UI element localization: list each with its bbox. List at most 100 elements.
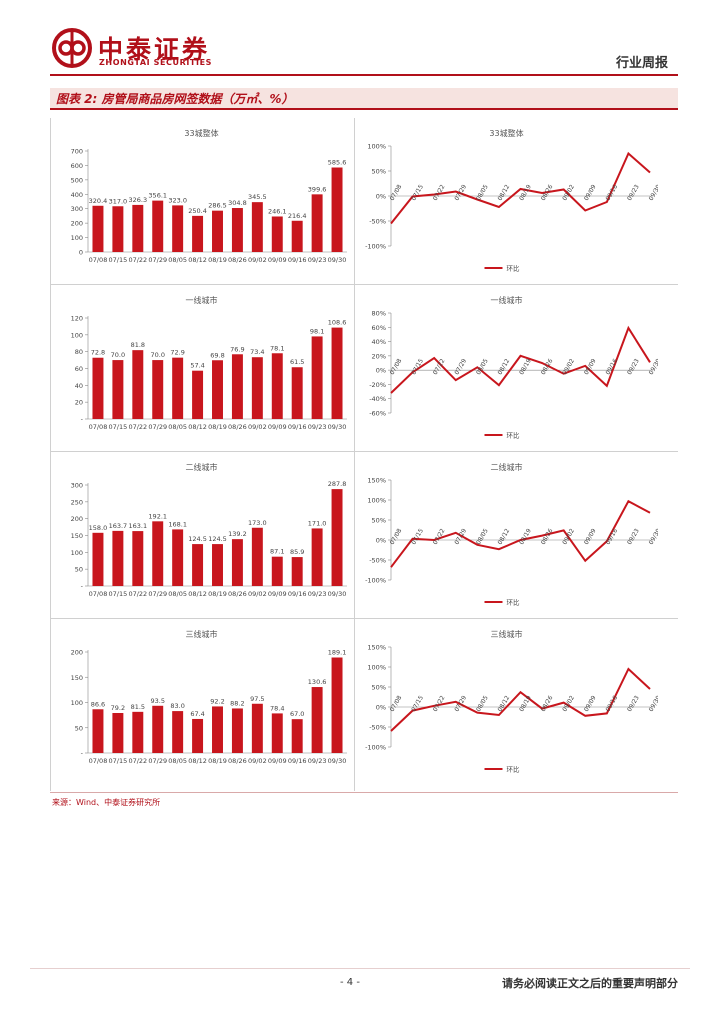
x-tick-label: 07/15: [109, 423, 128, 431]
bar: [271, 713, 283, 753]
y-tick-label: 80: [75, 348, 83, 356]
line-chart-tier1: 一线城市 -60% -40% -20% 0% 20% 40% 60% 80% 07/08 07/15…: [355, 285, 658, 450]
y-tick-label: 100: [71, 699, 83, 707]
y-tick-label: 0%: [376, 367, 386, 375]
data-label: 57.4: [190, 362, 204, 370]
x-tick-label: 09/09: [268, 256, 287, 264]
grid-divider-row-1: [50, 284, 678, 285]
chart-title: 一线城市: [186, 295, 218, 305]
bar: [132, 350, 144, 419]
x-tick-label: 07/15: [109, 590, 128, 598]
x-tick-label: 09/02: [248, 256, 267, 264]
x-tick-label: 07/29: [453, 694, 468, 713]
y-tick-label: 400: [71, 191, 83, 199]
y-tick-label: -20%: [369, 381, 386, 389]
data-label: 108.6: [328, 319, 347, 327]
x-tick-label: 08/05: [168, 423, 187, 431]
y-tick-label: 50: [75, 724, 83, 732]
data-label: 192.1: [148, 512, 167, 520]
grid-divider-left: [50, 118, 51, 791]
chart-title: 一线城市: [491, 295, 523, 305]
data-label: 72.9: [170, 349, 184, 357]
data-label: 78.1: [270, 344, 284, 352]
data-label: 130.6: [308, 678, 327, 686]
data-label: 163.1: [129, 522, 148, 530]
bar: [291, 557, 303, 586]
x-tick-label: 08/26: [540, 527, 555, 546]
bar: [172, 205, 184, 252]
y-tick-label: 50%: [372, 517, 386, 525]
y-tick-label: 150: [71, 674, 83, 682]
y-tick-label: 100%: [367, 143, 386, 151]
bar: [172, 529, 184, 586]
chart-svg: 一线城市 - 20 40 60 80 100 120 72.8 07/08 70.0 07/15 81.…: [71, 295, 347, 431]
x-tick-label: 09/30: [648, 358, 658, 377]
y-tick-label: 150: [71, 532, 83, 540]
x-tick-label: 09/30: [328, 256, 347, 264]
grid-divider-row-2: [50, 451, 678, 452]
line-chart-tier2: 二线城市 -100% -50% 0% 50% 100% 150% 07/08 07/15 07/2…: [355, 452, 658, 617]
x-tick-label: 08/05: [475, 183, 490, 202]
x-tick-label: 09/16: [605, 527, 620, 546]
bar: [311, 528, 323, 586]
y-tick-label: -: [81, 750, 84, 758]
x-tick-label: 09/16: [605, 183, 620, 202]
x-tick-label: 07/15: [410, 183, 425, 202]
source-note: 来源：Wind、中泰证券研究所: [52, 798, 161, 807]
data-label: 124.5: [188, 535, 207, 543]
x-tick-label: 07/22: [432, 358, 447, 377]
data-label: 124.5: [208, 535, 227, 543]
chart-title: 二线城市: [186, 462, 218, 472]
data-label: 70.0: [150, 351, 164, 359]
x-tick-label: 09/09: [268, 757, 287, 765]
x-tick-label: 08/19: [208, 423, 227, 431]
y-tick-label: 150%: [367, 477, 386, 485]
x-tick-label: 08/05: [475, 694, 490, 713]
x-tick-label: 08/19: [208, 757, 227, 765]
bar: [152, 200, 164, 252]
x-tick-label: 09/02: [248, 757, 267, 765]
y-tick-label: 20%: [372, 352, 386, 360]
bar: [192, 544, 204, 586]
footer-divider: [30, 968, 690, 969]
data-label: 92.2: [210, 697, 224, 705]
x-tick-label: 08/12: [497, 358, 512, 377]
y-tick-label: 0%: [376, 193, 386, 201]
bar: [112, 530, 124, 586]
x-tick-label: 09/30: [648, 694, 658, 713]
x-tick-label: 08/12: [188, 423, 207, 431]
y-tick-label: 100: [71, 331, 83, 339]
y-tick-label: -100%: [365, 577, 386, 585]
x-tick-label: 07/22: [128, 423, 147, 431]
bar: [192, 718, 204, 753]
x-tick-label: 08/12: [188, 256, 207, 264]
bar: [192, 215, 204, 252]
x-tick-label: 07/15: [410, 358, 425, 377]
y-tick-label: -50%: [369, 724, 386, 732]
bar: [132, 711, 144, 753]
x-tick-label: 09/09: [268, 423, 287, 431]
legend-label: 环比: [507, 431, 521, 440]
x-tick-label: 08/26: [228, 256, 247, 264]
data-label: 67.0: [290, 710, 304, 718]
logo-chinese-name: 中泰证券: [98, 35, 211, 64]
x-tick-label: 09/23: [308, 757, 327, 765]
y-tick-label: 120: [71, 315, 83, 323]
x-tick-label: 07/29: [453, 183, 468, 202]
x-tick-label: 09/23: [626, 527, 641, 546]
bar: [251, 202, 263, 252]
y-tick-label: -50%: [369, 218, 386, 226]
line-chart-33-cities: 33城整体 -100% -50% 0% 50% 100% 07/08 07/15 07/22 07…: [355, 118, 658, 283]
x-tick-label: 08/12: [188, 590, 207, 598]
x-tick-label: 09/02: [561, 358, 576, 377]
y-tick-label: 40%: [372, 338, 386, 346]
bar: [112, 206, 124, 252]
x-tick-label: 07/22: [128, 256, 147, 264]
x-tick-label: 08/05: [168, 590, 187, 598]
data-label: 323.0: [168, 196, 187, 204]
y-tick-label: 100: [71, 549, 83, 557]
bar: [271, 216, 283, 252]
data-label: 399.6: [308, 185, 327, 193]
bar: [311, 336, 323, 419]
data-label: 73.4: [250, 348, 264, 356]
